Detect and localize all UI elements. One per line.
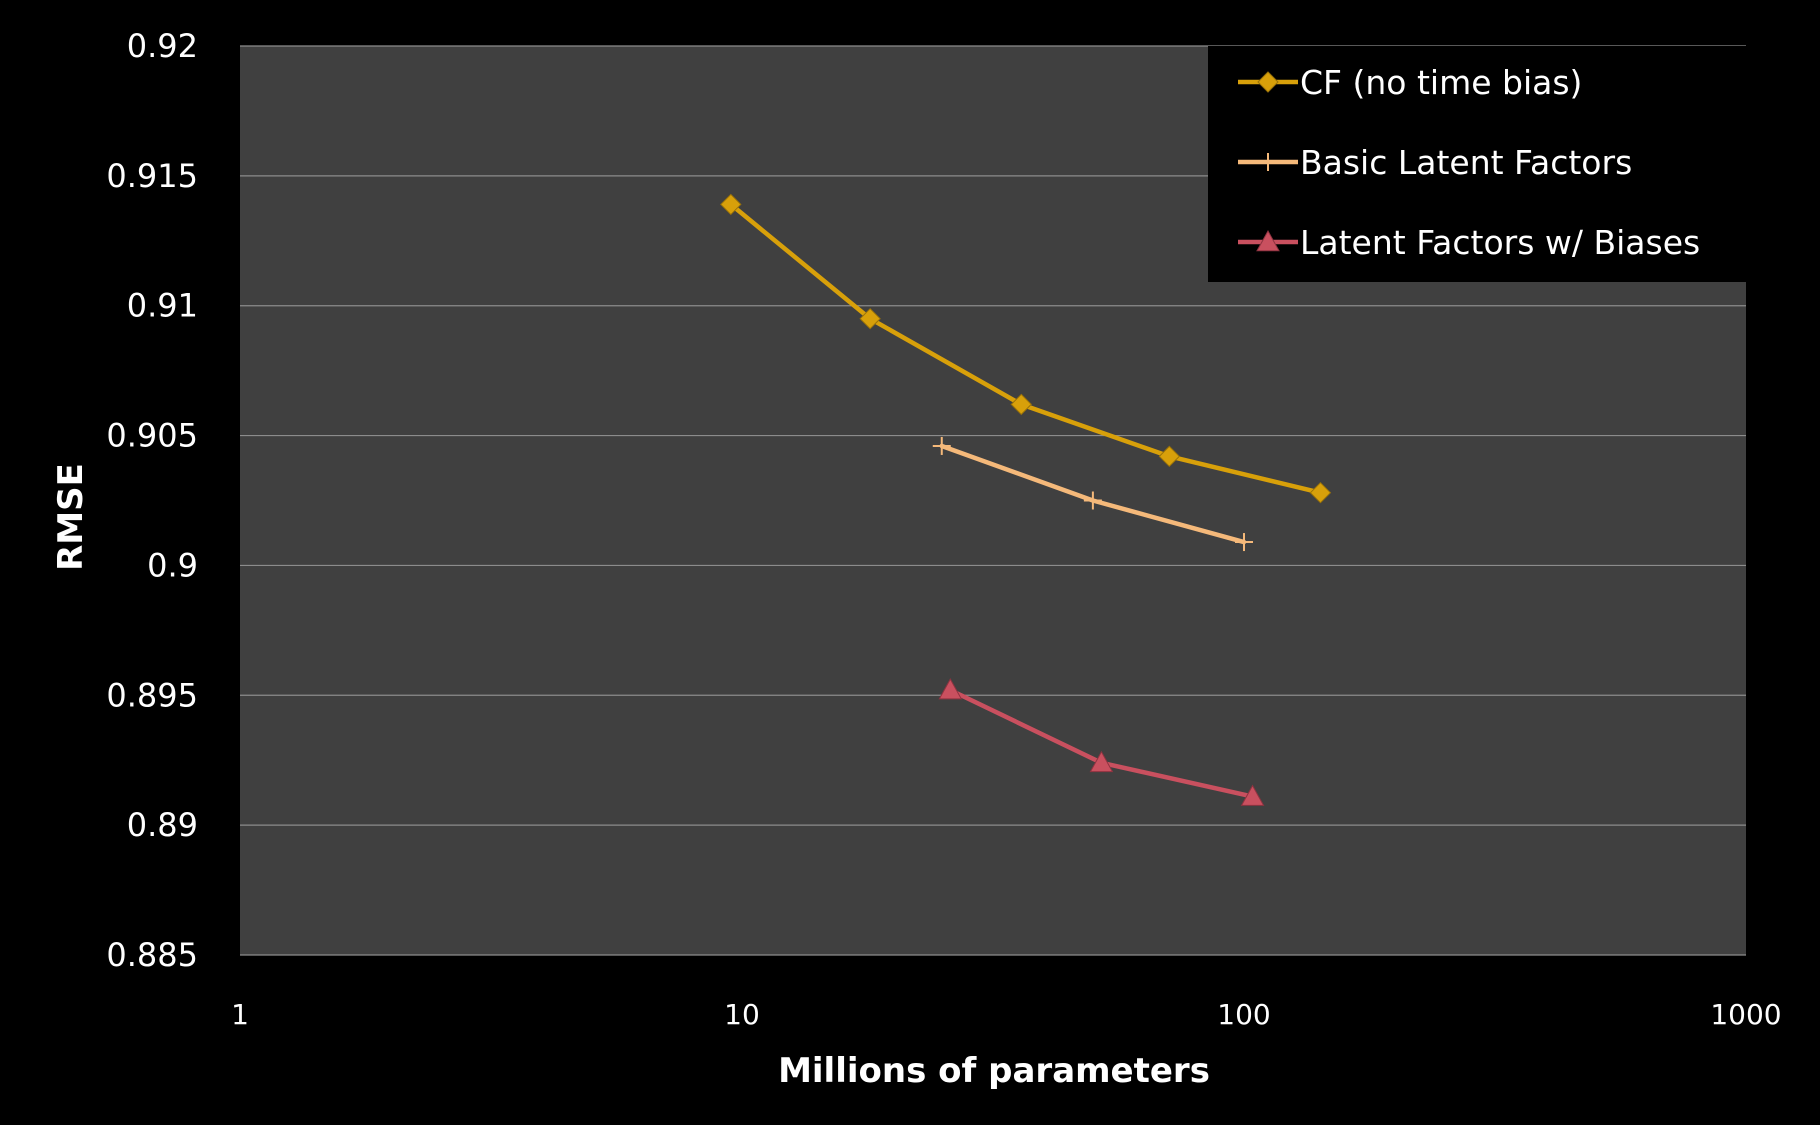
y-tick-label: 0.91	[127, 287, 198, 325]
legend-label: Latent Factors w/ Biases	[1300, 223, 1700, 262]
series-2	[932, 436, 1253, 552]
legend-label: Basic Latent Factors	[1300, 143, 1632, 182]
legend-label: CF (no time bias)	[1300, 63, 1582, 102]
x-tick-label: 1	[231, 998, 249, 1031]
y-tick-label: 0.89	[127, 806, 198, 844]
legend-entry: Latent Factors w/ Biases	[1238, 223, 1700, 262]
legend-entry: CF (no time bias)	[1238, 63, 1582, 102]
legend: CF (no time bias) Basic Latent Factors Lat…	[1208, 46, 1746, 282]
y-tick-label: 0.92	[127, 27, 198, 65]
data-point	[859, 307, 881, 330]
data-point	[1309, 482, 1332, 504]
y-tick-labels: 0.885 0.89 0.895 0.9 0.905 0.91 0.915 0.92	[106, 27, 198, 974]
y-tick-label: 0.885	[106, 936, 198, 974]
x-tick-label: 100	[1217, 998, 1270, 1031]
y-axis-title: RMSE	[51, 463, 91, 571]
y-tick-label: 0.905	[106, 417, 198, 455]
data-point	[1010, 393, 1032, 416]
data-point	[1089, 750, 1114, 773]
series-1	[720, 193, 1332, 504]
x-axis-title: Millions of parameters	[778, 1051, 1210, 1091]
data-point	[720, 193, 742, 216]
data-point	[1235, 533, 1253, 552]
x-tick-labels: 1 10 100 1000	[231, 998, 1782, 1031]
y-tick-label: 0.9	[147, 546, 198, 584]
data-point	[932, 436, 951, 455]
y-tick-label: 0.915	[106, 157, 198, 195]
data-point	[1083, 491, 1102, 510]
legend-marker	[1257, 71, 1279, 93]
legend-marker	[1256, 229, 1280, 252]
legend-marker	[1259, 153, 1277, 171]
legend-entry: Basic Latent Factors	[1238, 143, 1632, 182]
series-layer	[720, 193, 1332, 806]
data-point	[1240, 784, 1265, 806]
x-tick-label: 10	[724, 998, 760, 1031]
data-point	[938, 678, 963, 700]
data-point	[1158, 445, 1181, 468]
y-tick-label: 0.895	[106, 676, 198, 714]
series-3	[938, 678, 1265, 806]
x-tick-label: 1000	[1710, 998, 1781, 1031]
